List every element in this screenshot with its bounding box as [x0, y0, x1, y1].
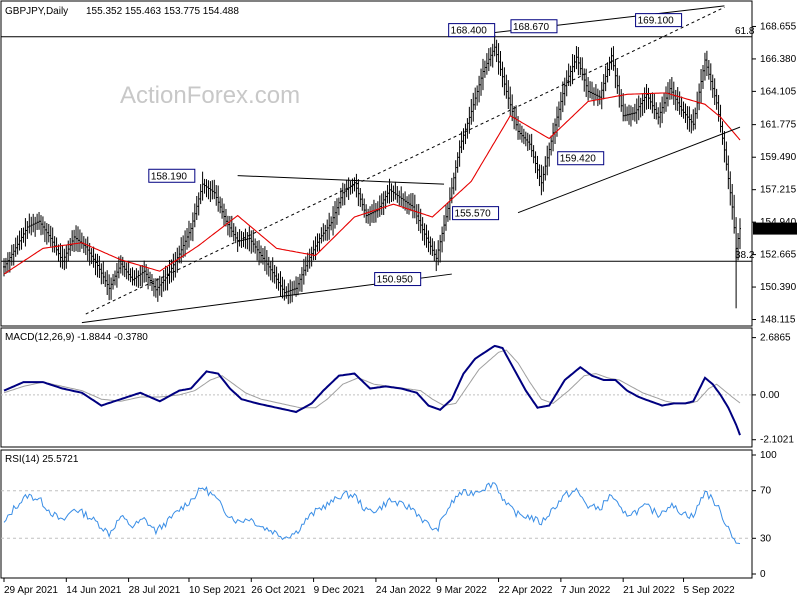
- price-callout-label: 158.190: [151, 171, 188, 182]
- x-tick-label: 28 Jul 2021: [129, 585, 181, 596]
- rsi-panel: RSI(14) 25.5721: [0, 449, 753, 579]
- rsi-panel-frame: [0, 449, 753, 579]
- x-tick-label: 22 Apr 2022: [499, 585, 553, 596]
- macd-line: [3, 344, 741, 436]
- fib-label-61.8: 61.8: [735, 26, 755, 37]
- rising-support-line: [517, 126, 741, 214]
- x-tick-label: 14 Jun 2021: [66, 585, 121, 596]
- fib-label-38.2: 38.2: [735, 250, 755, 261]
- watermark: ActionForex.com: [120, 82, 300, 109]
- current-price-tag: [753, 222, 797, 235]
- price-callout-label: 169.100: [638, 16, 675, 27]
- price-callout-box: [557, 151, 605, 166]
- x-tick-label: 26 Oct 2021: [251, 585, 306, 596]
- price-y-tick-label: 150.390: [760, 282, 797, 293]
- price-y-tick-label: 152.665: [760, 250, 797, 261]
- price-y-tick-label: 148.115: [760, 315, 796, 326]
- ohlc-readout: 155.352 155.463 153.775 154.488: [86, 6, 239, 17]
- x-tick-label: 29 Apr 2021: [4, 585, 58, 596]
- x-tick-label: 5 Sep 2022: [684, 585, 736, 596]
- price-callout-label: 159.420: [560, 154, 597, 165]
- price-y-tick-label: 161.775: [760, 120, 797, 131]
- price-y-tick-label: 164.105: [760, 86, 797, 97]
- price-callout-label: 168.670: [513, 22, 550, 33]
- macd-y-tick-label: 0.00: [760, 390, 780, 401]
- resistance-line: [237, 175, 445, 185]
- x-tick-label: 7 Jun 2022: [561, 585, 611, 596]
- rsi-y-tick-label: 0: [760, 569, 766, 580]
- macd-panel: MACD(12,26,9) -1.8844 -0.3780: [0, 327, 753, 448]
- x-tick-label: 21 Jul 2022: [623, 585, 675, 596]
- rsi-title: RSI(14) 25.5721: [5, 454, 79, 465]
- price-callout-label: 155.570: [455, 209, 492, 220]
- rsi-y-tick-label: 30: [760, 533, 772, 544]
- price-y-tick-label: 168.655: [760, 21, 797, 32]
- axis-labels: 168.655 166.380 164.105 161.775 159.490 157.2…: [3, 21, 797, 596]
- macd-y-tick-label: -2.1021: [760, 435, 794, 446]
- price-callout-label: 150.950: [377, 275, 414, 286]
- macd-y-tick-label: 2.6865: [760, 333, 791, 344]
- macd-marks: [1, 344, 752, 436]
- price-y-tick-label: 157.215: [760, 185, 797, 196]
- x-tick-label: 10 Sep 2021: [189, 585, 246, 596]
- macd-title: MACD(12,26,9) -1.8844 -0.3780: [5, 332, 148, 343]
- symbol-label: GBPJPY,Daily: [5, 6, 68, 17]
- macd-signal-line: [3, 349, 741, 409]
- channel-trendline: [85, 6, 725, 315]
- price-marks: 158.190 150.950 168.400 168.670 169.100 159.4…: [3, 5, 741, 324]
- price-callout-label: 168.400: [451, 26, 488, 37]
- current-price-label: 154.488: [758, 225, 795, 236]
- rsi-y-tick-label: 100: [760, 450, 777, 461]
- macd-panel-frame: [0, 327, 753, 448]
- price-callout-box: [374, 272, 422, 287]
- x-tick-label: 9 Dec 2021: [314, 585, 366, 596]
- price-callout-box: [452, 206, 500, 221]
- price-callout-box: [448, 23, 496, 38]
- price-y-tick-label: 159.490: [760, 152, 797, 163]
- price-panel: ActionForex.com 61.838.2 158.190150.9501…: [0, 0, 755, 327]
- moving-average-line: [3, 92, 741, 275]
- price-y-tick-label: 166.380: [760, 54, 797, 65]
- x-tick-label: 24 Jan 2022: [376, 585, 431, 596]
- rsi-y-tick-label: 70: [760, 486, 772, 497]
- price-callout-box: [148, 168, 196, 183]
- price-panel-frame: [0, 0, 753, 327]
- price-callout-box: [635, 13, 683, 28]
- rsi-marks: [1, 482, 752, 545]
- rsi-line: [3, 482, 741, 545]
- x-tick-label: 9 Mar 2022: [436, 585, 487, 596]
- price-callout-box: [510, 19, 558, 34]
